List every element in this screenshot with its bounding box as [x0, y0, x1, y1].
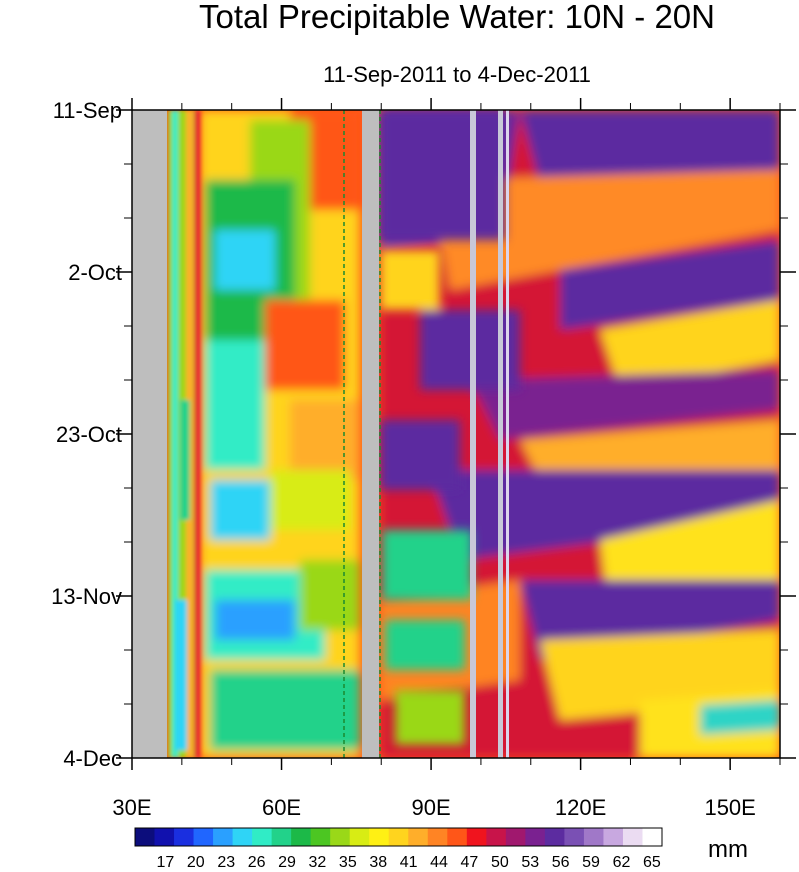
colorbar-swatch: [603, 828, 624, 846]
colorbar-tick-label: 53: [521, 854, 539, 871]
colorbar-swatch: [135, 828, 155, 846]
x-tick-label: 30E: [112, 795, 151, 820]
colorbar-tick-label: 47: [461, 854, 479, 871]
colorbar-tick-label: 50: [491, 854, 509, 871]
colorbar-swatch: [232, 828, 253, 846]
colorbar-swatch: [291, 828, 312, 846]
colorbar-tick-label: 56: [552, 854, 570, 871]
colorbar-swatch: [583, 828, 604, 846]
y-tick-label: 2-Oct: [68, 260, 122, 285]
east-pacific-wave-bands: [380, 110, 780, 758]
colorbar-swatch: [642, 828, 663, 846]
precipitable-water-field: [132, 110, 780, 758]
colorbar-swatch: [174, 828, 194, 846]
x-tick-label: 150E: [704, 795, 755, 820]
colorbar-tick-label: 26: [248, 854, 266, 871]
colorbar-swatch: [544, 828, 565, 846]
colorbar-swatch: [213, 828, 233, 846]
colorbar-tick-label: 23: [217, 854, 235, 871]
colorbar-tick-label: 62: [613, 854, 631, 871]
colorbar-swatch: [447, 828, 468, 846]
colorbar-swatch: [349, 828, 370, 846]
colorbar-swatch: [252, 828, 273, 846]
colorbar-swatch: [154, 828, 175, 846]
chart-title: Total Precipitable Water: 10N - 20N: [199, 0, 715, 35]
colorbar-swatch: [622, 828, 643, 846]
colorbar-swatch: [310, 828, 331, 846]
colorbar-tick-label: 32: [309, 854, 327, 871]
colorbar-swatch: [193, 828, 214, 846]
colorbar-swatch: [330, 828, 351, 846]
colorbar-tick-label: 35: [339, 854, 357, 871]
colorbar-swatch: [466, 828, 487, 846]
coastal-stripes: [168, 110, 200, 758]
colorbar-tick-label: 41: [400, 854, 418, 871]
colorbar-frame: [134, 827, 663, 847]
colorbar-tick-label: 29: [278, 854, 296, 871]
missing-band-india: [362, 110, 379, 758]
y-tick-label: 4-Dec: [63, 746, 122, 771]
colorbar: [134, 827, 663, 847]
chart-subtitle: 11-Sep-2011 to 4-Dec-2011: [323, 62, 591, 87]
colorbar-swatch: [369, 828, 390, 846]
colorbar-swatch: [271, 828, 292, 846]
light-streak-1: [470, 110, 476, 758]
colorbar-swatch: [564, 828, 585, 846]
colorbar-swatch: [505, 828, 526, 846]
colorbar-swatch: [525, 828, 546, 846]
x-tick-label: 60E: [262, 795, 301, 820]
colorbar-tick-label: 59: [582, 854, 600, 871]
colorbar-swatch: [408, 828, 429, 846]
missing-band-africa: [132, 110, 167, 758]
y-tick-label: 23-Oct: [56, 422, 122, 447]
y-tick-labels: 11-Sep 2-Oct 23-Oct 13-Nov 4-Dec: [51, 98, 122, 771]
arabian-sea-region: [200, 110, 360, 758]
x-tick-label: 120E: [555, 795, 606, 820]
colorbar-swatch: [427, 828, 448, 846]
light-streak-3: [506, 110, 509, 758]
colorbar-tick-labels: 17 20 23 26 29 32 35 38 41 44 47 50 53 56 59 62 65: [157, 854, 661, 871]
light-streak-2: [498, 110, 503, 758]
colorbar-swatch: [388, 828, 409, 846]
y-tick-label: 13-Nov: [51, 584, 122, 609]
axis-ticks: [116, 98, 796, 770]
colorbar-tick-label: 38: [369, 854, 387, 871]
x-tick-labels: 30E 60E 90E 120E 150E: [112, 795, 755, 820]
x-tick-label: 90E: [411, 795, 450, 820]
colorbar-units: mm: [708, 836, 748, 863]
colorbar-tick-label: 65: [643, 854, 661, 871]
colorbar-tick-label: 44: [430, 854, 448, 871]
bay-of-bengal-region: [380, 110, 520, 745]
colorbar-swatch: [486, 828, 507, 846]
y-tick-label: 11-Sep: [53, 98, 122, 123]
colorbar-tick-label: 17: [157, 854, 175, 871]
colorbar-tick-label: 20: [187, 854, 205, 871]
